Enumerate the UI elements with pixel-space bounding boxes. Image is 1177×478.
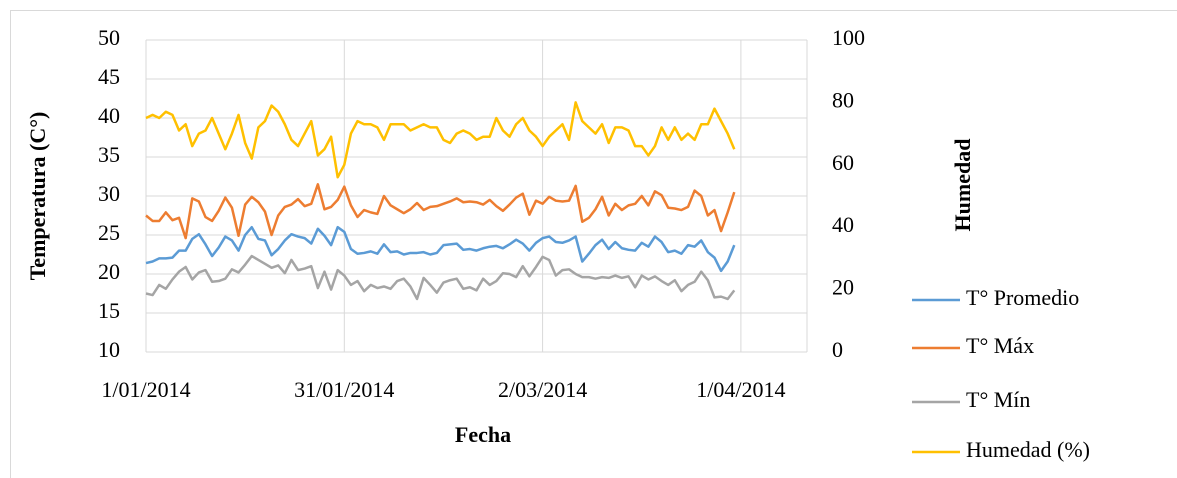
y-tick-label: 50 [98,25,120,50]
y2-tick-label: 100 [832,25,865,50]
legend-label: T° Mín [966,387,1030,412]
series-line [145,101,736,179]
y-tick-label: 20 [98,259,120,284]
y2-tick-label: 20 [832,275,854,300]
y-tick-label: 15 [98,298,120,323]
y2-tick-label: 40 [832,212,854,237]
series-line [145,183,736,240]
legend-label: T° Promedio [966,285,1079,310]
y2-tick-label: 60 [832,150,854,175]
series-line [145,254,736,301]
x-axis-title: Fecha [455,422,511,447]
y-tick-label: 35 [98,142,120,167]
y-tick-label: 40 [98,103,120,128]
chart-frame [10,10,1177,478]
y-tick-label: 25 [98,220,120,245]
y-tick-label: 45 [98,64,120,89]
x-tick-label: 1/04/2014 [696,377,785,402]
x-tick-label: 1/01/2014 [101,377,190,402]
x-tick-label: 2/03/2014 [498,377,587,402]
series-line [145,225,736,273]
x-tick-label: 31/01/2014 [294,377,394,402]
y-tick-label: 10 [98,337,120,362]
y-axis-title: Temperatura (C°) [25,112,50,281]
y-tick-label: 30 [98,181,120,206]
y2-tick-label: 80 [832,87,854,112]
y2-tick-label: 0 [832,337,843,362]
y2-axis-title: Humedad [950,139,975,232]
legend-label: Humedad (%) [966,437,1090,462]
legend-label: T° Máx [966,333,1034,358]
